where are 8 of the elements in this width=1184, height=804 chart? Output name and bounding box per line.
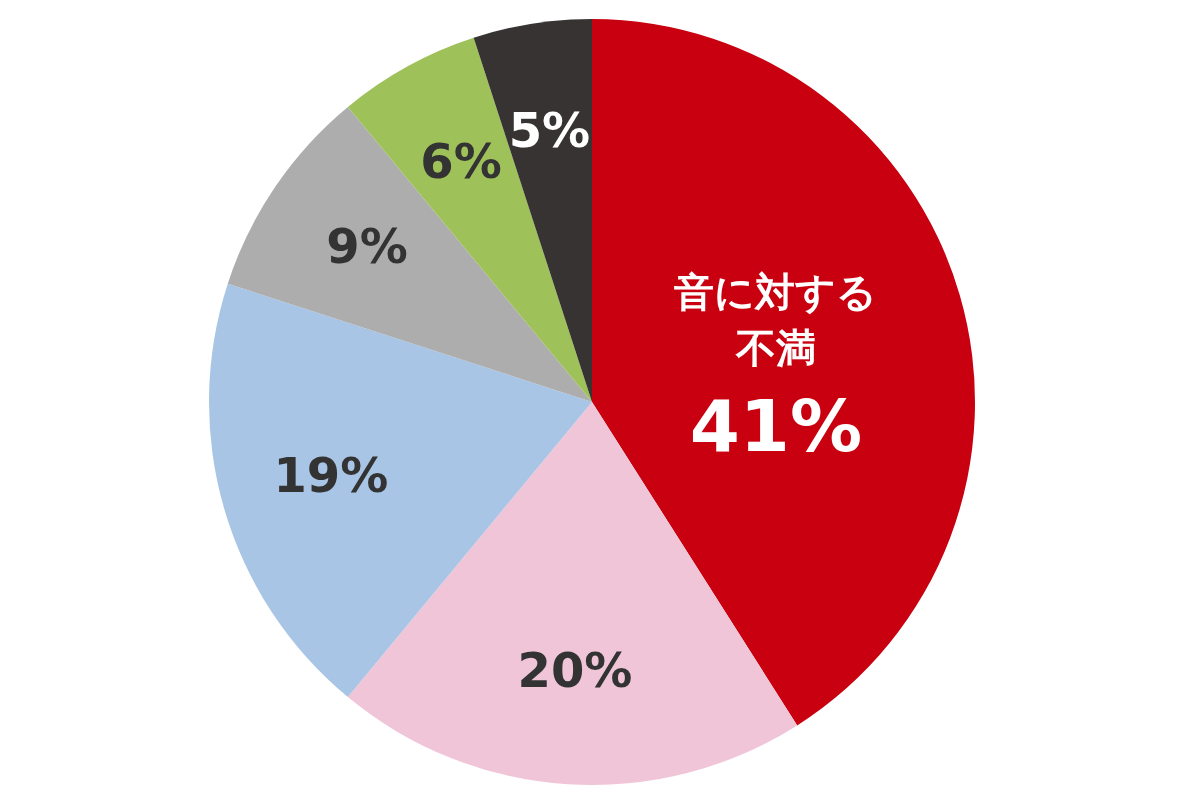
data-label: 9% — [326, 218, 408, 275]
data-label: 6% — [420, 132, 502, 189]
data-label: 5% — [508, 102, 591, 159]
slice-label: 音に対する不満 — [674, 268, 878, 371]
data-label: 19% — [273, 446, 389, 503]
data-label: 41% — [689, 383, 863, 468]
data-label: 20% — [517, 642, 633, 699]
pie-slice — [227, 106, 592, 402]
